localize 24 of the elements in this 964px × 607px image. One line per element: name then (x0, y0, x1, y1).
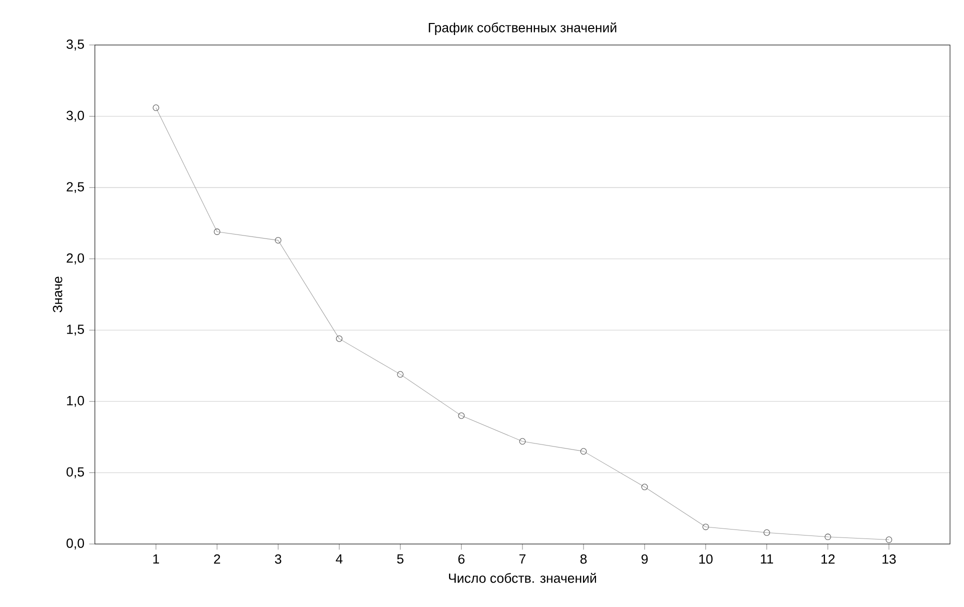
y-tick-label: 2,0 (66, 253, 84, 264)
x-tick-label: 5 (397, 554, 404, 564)
y-tick-label: 0,0 (66, 538, 84, 550)
x-tick-label: 9 (642, 554, 648, 564)
x-tick-label: 4 (336, 554, 343, 564)
x-tick-label: 1 (153, 554, 160, 564)
y-tick-label: 3,0 (66, 110, 84, 122)
y-tick-label: 1,0 (67, 396, 84, 407)
x-tick-label: 10 (699, 554, 713, 564)
y-tick-label: 0,5 (66, 467, 84, 478)
x-tick-label: 6 (458, 554, 464, 564)
y-axis-title: Значе (52, 276, 62, 312)
x-tick-label: 12 (821, 554, 835, 564)
chart-title: График собственных значений (428, 22, 616, 35)
x-tick-label: 11 (760, 554, 774, 564)
y-tick-label: 1,5 (67, 324, 84, 336)
x-tick-label: 8 (580, 554, 587, 564)
x-tick-label: 13 (882, 554, 896, 564)
x-tick-label: 3 (274, 554, 282, 564)
y-tick-label: 2,5 (66, 182, 84, 193)
x-tick-label: 7 (519, 554, 526, 564)
x-tick-label: 2 (214, 554, 220, 564)
x-axis-title: Число собств. значений (449, 572, 596, 583)
y-tick-label: 3,5 (66, 39, 84, 50)
